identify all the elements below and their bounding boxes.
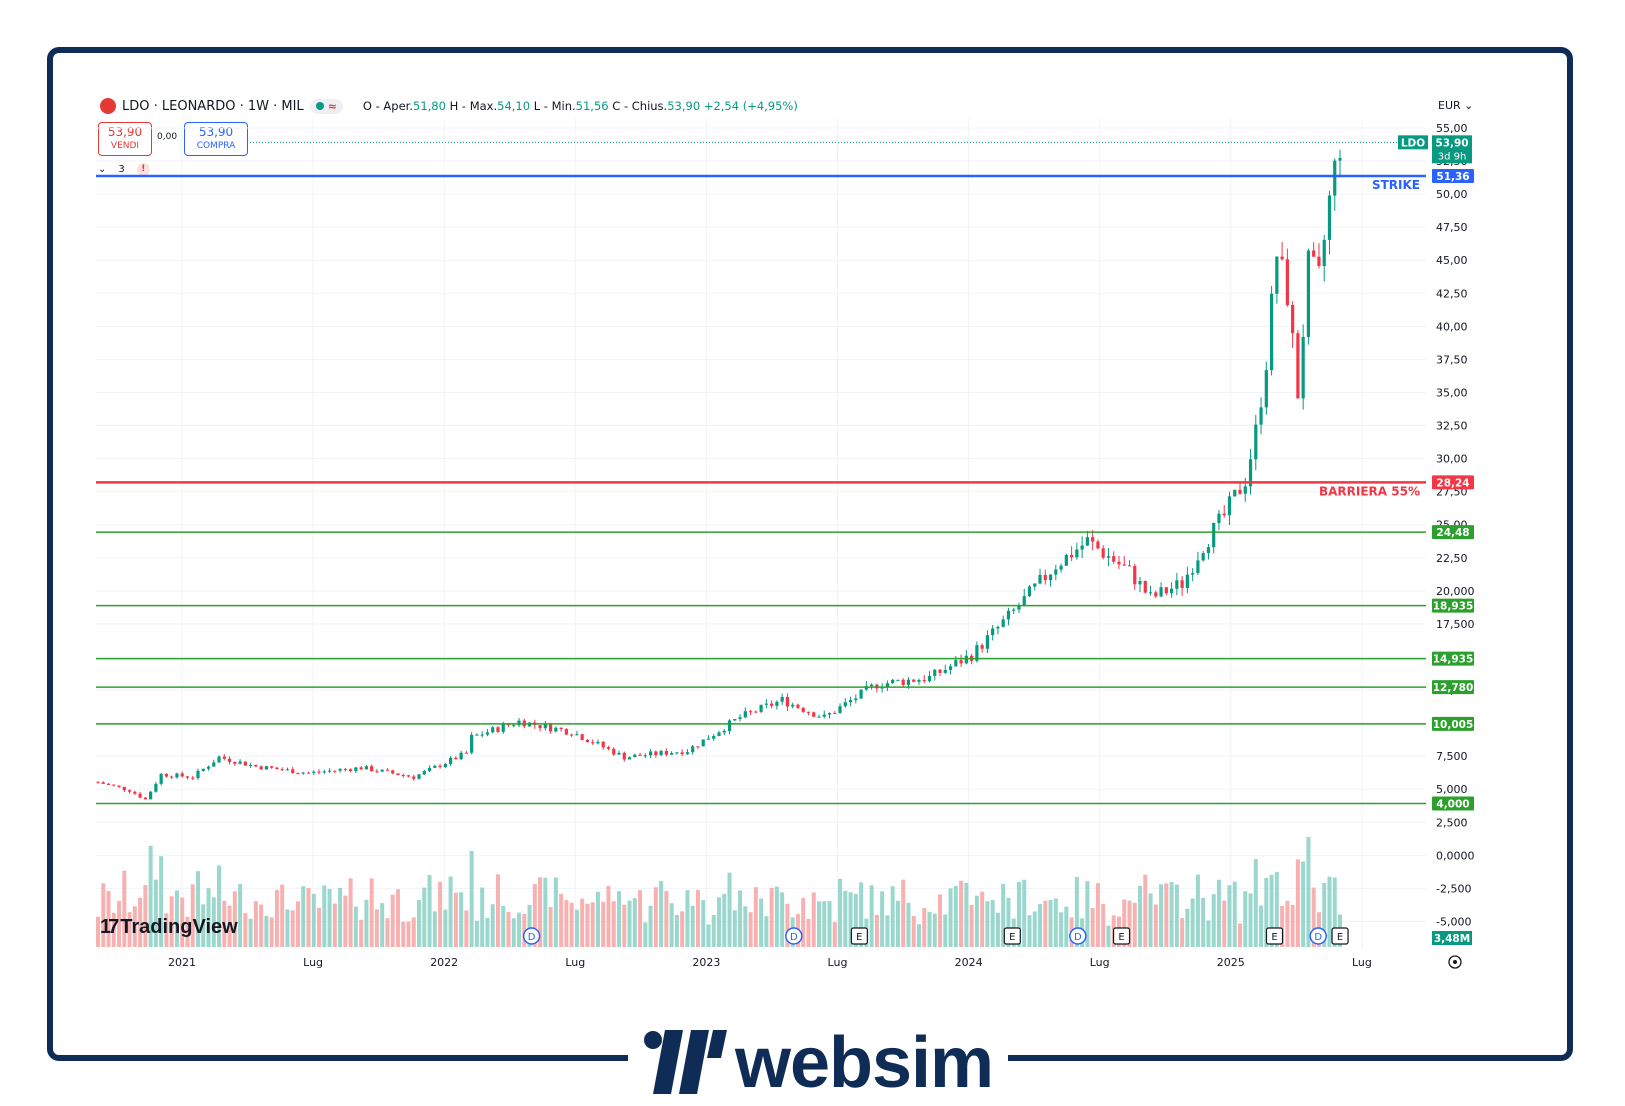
spread-value: 0,00	[157, 132, 178, 142]
buy-price: 53,90	[198, 125, 234, 139]
tradingview-mark-icon: 17	[100, 916, 119, 938]
sell-button[interactable]: 53,90 VENDI	[98, 122, 152, 156]
chevron-down-icon: ⌄	[98, 164, 107, 175]
indicators-count: 3	[118, 164, 125, 175]
indicators-toggle[interactable]: ⌄ 3 !	[98, 163, 150, 176]
market-status-pill[interactable]: ≈	[309, 98, 343, 114]
delayed-data-icon: ≈	[327, 99, 337, 113]
change-value: +2,54 (+4,95%)	[703, 99, 798, 113]
close-value: 53,90	[667, 99, 701, 113]
websim-mark-icon	[643, 1030, 727, 1094]
low-value: 51,56	[575, 99, 609, 113]
tradingview-logo: 17 TradingView	[100, 916, 238, 939]
websim-wordmark: websim	[734, 1023, 994, 1103]
tradingview-wordmark: TradingView	[120, 916, 238, 938]
sell-price: 53,90	[107, 125, 143, 139]
warning-icon[interactable]: !	[136, 163, 150, 176]
chart-frame	[47, 47, 1573, 1061]
ohlc-legend: O - Aper.51,80 H - Max.54,10 L - Min.51,…	[362, 99, 798, 113]
buy-button[interactable]: 53,90 COMPRA	[184, 122, 248, 156]
open-value: 51,80	[413, 99, 446, 113]
symbol-header[interactable]: LDO · LEONARDO · 1W · MIL ≈ O - Aper.51,…	[100, 98, 798, 114]
high-value: 54,10	[497, 99, 531, 113]
buy-label: COMPRA	[196, 141, 236, 151]
currency-selector[interactable]: EUR ⌄	[1438, 99, 1474, 112]
websim-logo: websim	[628, 1020, 1008, 1106]
symbol-logo-icon	[100, 98, 116, 114]
market-open-icon	[315, 102, 324, 110]
symbol-title[interactable]: LDO · LEONARDO · 1W · MIL	[122, 98, 304, 114]
sell-label: VENDI	[110, 141, 140, 151]
